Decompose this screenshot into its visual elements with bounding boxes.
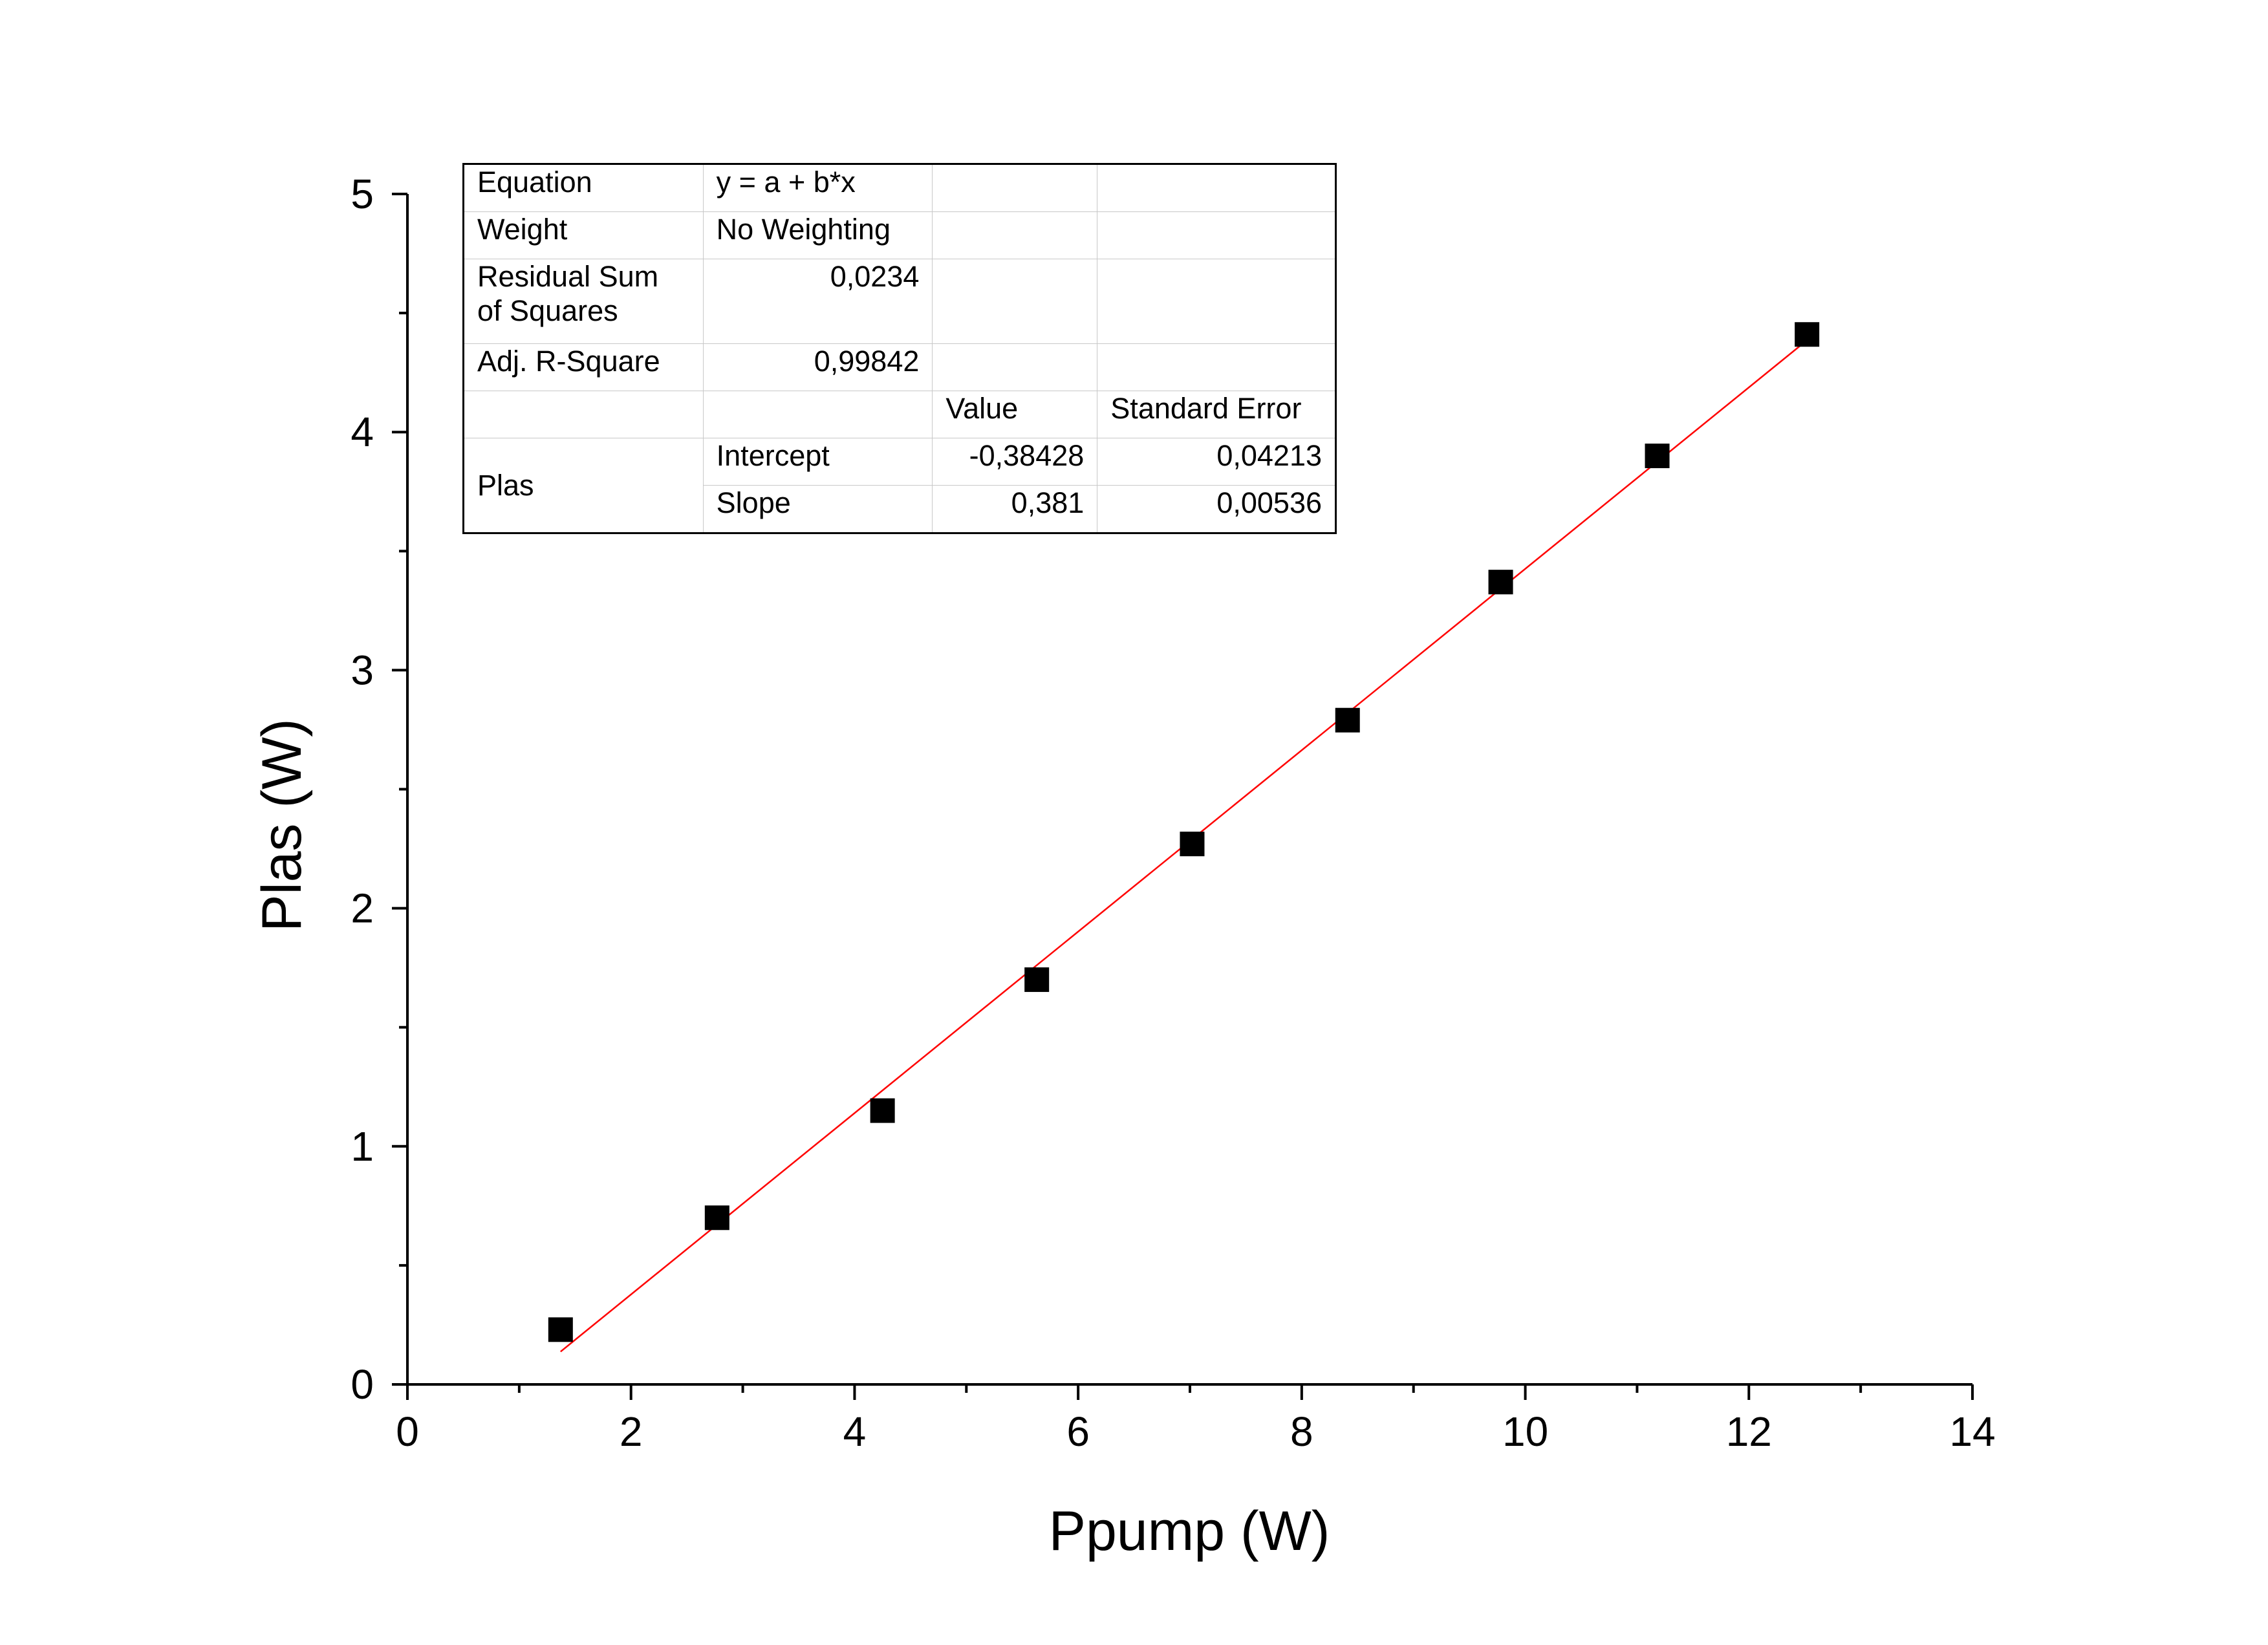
x-tick-label: 6 (1066, 1408, 1090, 1455)
weight-value: No Weighting (702, 211, 933, 259)
y-tick-label: 4 (351, 409, 374, 455)
data-point (1335, 707, 1360, 733)
data-points (548, 322, 1820, 1342)
slope-error: 0,00536 (1097, 485, 1335, 533)
equation-value: y = a + b*x (702, 164, 933, 212)
data-point (1795, 322, 1820, 347)
standard-error-header: Standard Error (1097, 391, 1335, 438)
x-tick-label: 2 (620, 1408, 643, 1455)
x-tick-label: 14 (1949, 1408, 1995, 1455)
intercept-value: -0,38428 (932, 438, 1098, 486)
rss-label: Residual Sum of Squares (464, 259, 704, 344)
weight-label: Weight (464, 211, 704, 259)
y-tick-label: 3 (351, 647, 374, 693)
intercept-label: Intercept (702, 438, 933, 486)
x-axis-label: Ppump (W) (1049, 1500, 1330, 1562)
slope-value: 0,381 (932, 485, 1098, 533)
y-axis-label: Plas (W) (251, 718, 313, 932)
x-tick-label: 10 (1502, 1408, 1548, 1455)
data-point (870, 1098, 895, 1123)
y-tick-label: 2 (351, 885, 374, 932)
x-tick-label: 0 (396, 1408, 419, 1455)
rss-label-line1: Residual Sum (477, 260, 659, 293)
y-tick-label: 1 (351, 1123, 374, 1170)
rss-value: 0,0234 (702, 259, 933, 344)
y-axis-ticks: 0 1 2 3 4 5 (351, 171, 407, 1408)
fit-results-table: Equation y = a + b*x Weight No Weighting… (462, 163, 1337, 534)
rss-label-line2: of Squares (477, 294, 618, 327)
x-axis-ticks: 0 2 4 6 8 10 12 14 (396, 1384, 1996, 1455)
data-point (1488, 570, 1513, 595)
adj-r-square-label: Adj. R-Square (464, 343, 704, 391)
x-tick-label: 4 (843, 1408, 867, 1455)
y-tick-label: 0 (351, 1361, 374, 1408)
x-tick-label: 12 (1726, 1408, 1772, 1455)
y-tick-label: 5 (351, 171, 374, 217)
slope-label: Slope (702, 485, 933, 533)
data-point (1180, 832, 1205, 857)
data-point (704, 1205, 729, 1231)
adj-r-square-value: 0,99842 (702, 343, 933, 391)
value-header: Value (932, 391, 1098, 438)
intercept-error: 0,04213 (1097, 438, 1335, 486)
data-point (1024, 967, 1050, 993)
data-point (1645, 444, 1670, 469)
equation-label: Equation (464, 164, 704, 212)
x-tick-label: 8 (1290, 1408, 1313, 1455)
series-name: Plas (464, 438, 704, 533)
data-point (548, 1317, 573, 1342)
